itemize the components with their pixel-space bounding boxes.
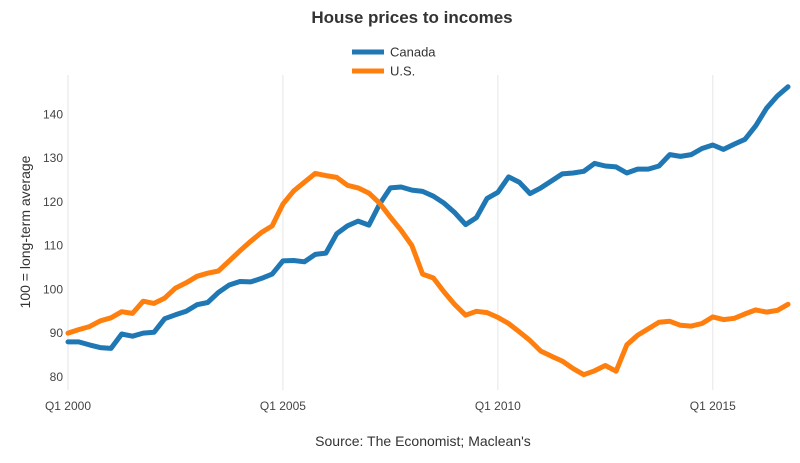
series-line-0 bbox=[65, 84, 791, 351]
y-tick-label: 120 bbox=[43, 195, 63, 209]
grid bbox=[67, 75, 714, 390]
series-group bbox=[65, 84, 791, 378]
legend: Canada U.S. bbox=[352, 45, 436, 79]
y-tick-label: 80 bbox=[50, 370, 64, 384]
source-note: Source: The Economist; Maclean's bbox=[315, 433, 531, 449]
y-axis-ticks: 80 90 100 110 120 130 140 bbox=[43, 107, 63, 384]
x-tick-label: Q1 2005 bbox=[260, 399, 306, 413]
chart-title: House prices to incomes bbox=[311, 8, 512, 27]
x-tick-label: Q1 2000 bbox=[45, 399, 91, 413]
x-tick-label: Q1 2015 bbox=[690, 399, 736, 413]
legend-label-0: Canada bbox=[390, 45, 436, 60]
series-line-1 bbox=[65, 170, 791, 378]
y-tick-label: 90 bbox=[50, 326, 64, 340]
y-axis-label: 100 = long-term average bbox=[17, 155, 33, 308]
y-tick-label: 140 bbox=[43, 107, 63, 121]
y-tick-label: 110 bbox=[44, 239, 63, 253]
y-tick-label: 130 bbox=[43, 151, 63, 165]
legend-label-1: U.S. bbox=[390, 64, 415, 79]
x-axis-ticks: Q1 2000 Q1 2005 Q1 2010 Q1 2015 bbox=[45, 399, 736, 413]
x-tick-label: Q1 2010 bbox=[475, 399, 521, 413]
y-tick-label: 100 bbox=[43, 282, 63, 296]
